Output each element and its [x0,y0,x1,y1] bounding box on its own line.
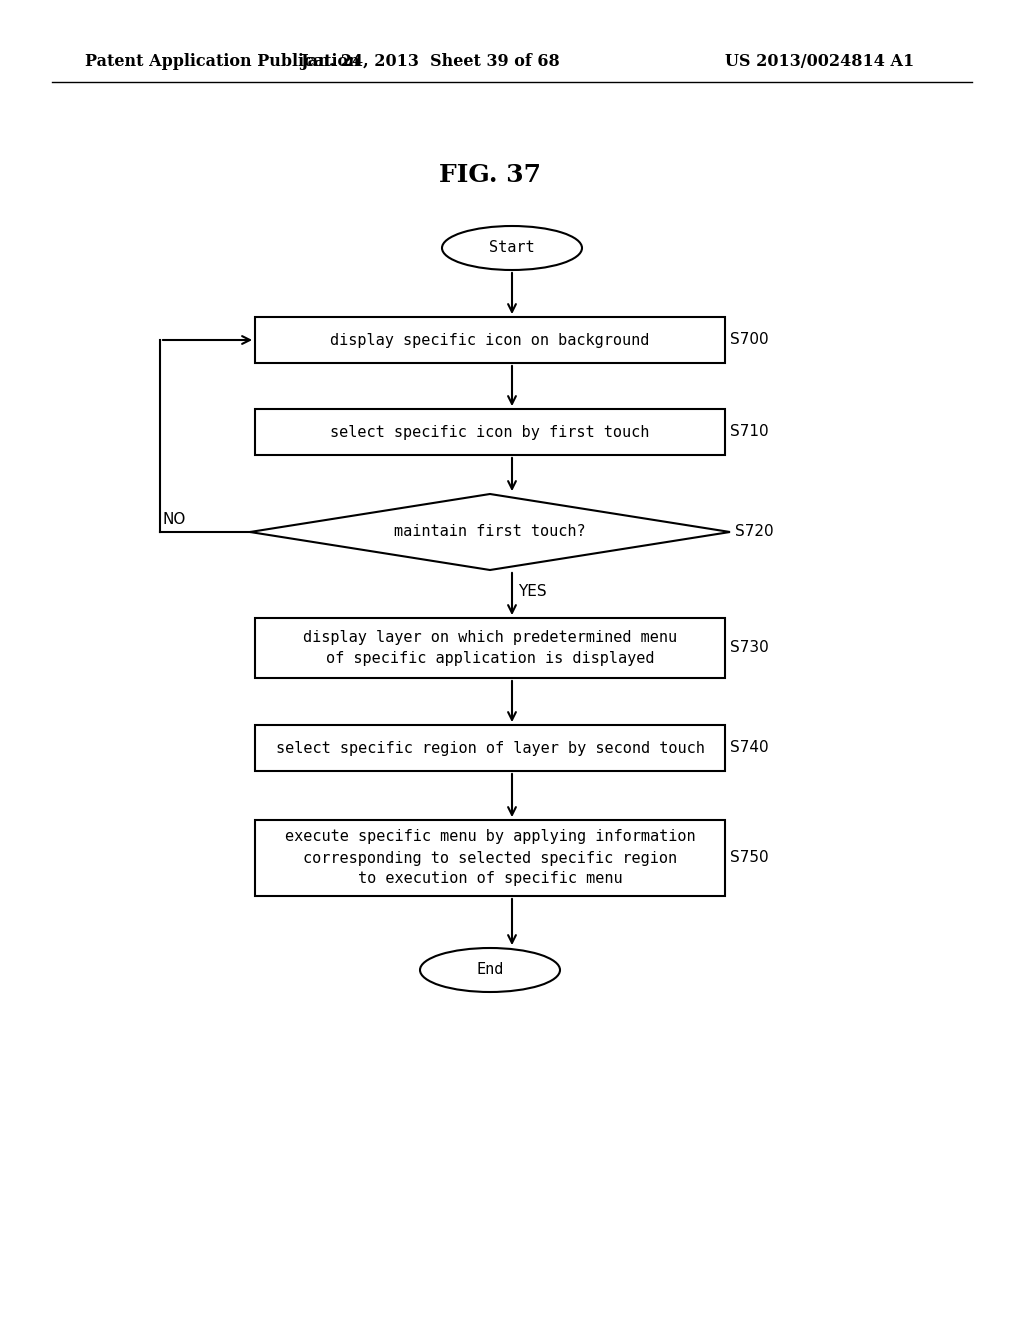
Ellipse shape [442,226,582,271]
Polygon shape [250,494,730,570]
Text: US 2013/0024814 A1: US 2013/0024814 A1 [725,54,914,70]
Text: S730: S730 [730,640,769,656]
Text: NO: NO [162,512,185,528]
Bar [255,725,725,771]
Bar [255,618,725,678]
Text: FIG. 37: FIG. 37 [439,162,541,187]
Text: Start: Start [489,240,535,256]
Bar [255,317,725,363]
Text: S750: S750 [730,850,769,866]
Bar [255,820,725,896]
Text: display layer on which predetermined menu
of specific application is displayed: display layer on which predetermined men… [303,630,677,667]
Text: YES: YES [518,585,547,599]
Text: End: End [476,962,504,978]
Text: select specific icon by first touch: select specific icon by first touch [331,425,649,440]
Ellipse shape [420,948,560,993]
Text: S740: S740 [730,741,769,755]
Text: S700: S700 [730,333,769,347]
Text: S710: S710 [730,425,769,440]
Text: Jan. 24, 2013  Sheet 39 of 68: Jan. 24, 2013 Sheet 39 of 68 [300,54,560,70]
Text: maintain first touch?: maintain first touch? [394,524,586,540]
Text: S720: S720 [735,524,773,540]
Text: display specific icon on background: display specific icon on background [331,333,649,347]
Text: Patent Application Publication: Patent Application Publication [85,54,359,70]
Text: select specific region of layer by second touch: select specific region of layer by secon… [275,741,705,755]
Text: execute specific menu by applying information
corresponding to selected specific: execute specific menu by applying inform… [285,829,695,887]
Bar [255,409,725,455]
